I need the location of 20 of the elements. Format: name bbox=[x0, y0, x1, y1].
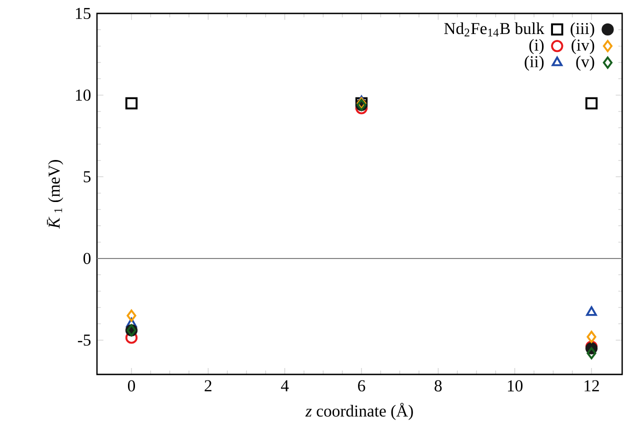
legend-label: Nd$_{2}$Fe$_{14}$B bulk bbox=[444, 22, 544, 36]
x-tick-label: 8 bbox=[434, 380, 442, 392]
legend-label: (i) bbox=[529, 39, 544, 54]
x-tick-label: 10 bbox=[508, 380, 523, 392]
legend-label: (v) bbox=[576, 56, 594, 71]
x-tick-label: 4 bbox=[280, 380, 289, 392]
y-tick-label: 15 bbox=[76, 8, 91, 20]
x-tick-label: 6 bbox=[358, 380, 366, 392]
legend-label: (ii) bbox=[524, 56, 544, 71]
x-axis-title: z coordinate (Å) bbox=[305, 402, 413, 420]
y-axis-title: K̄$_{1}$ (meV) bbox=[46, 160, 64, 229]
y-tick-label: 10 bbox=[76, 90, 91, 101]
x-tick-label: 0 bbox=[128, 380, 136, 392]
y-tick-label: 0 bbox=[83, 252, 91, 264]
y-tick-label: 5 bbox=[84, 171, 91, 182]
y-tick-label: -5 bbox=[78, 334, 91, 346]
legend-label: (iv) bbox=[572, 39, 594, 54]
x-tick-label: 12 bbox=[584, 380, 599, 392]
legend-label: (iii) bbox=[570, 22, 594, 38]
x-tick-label: 2 bbox=[204, 380, 212, 392]
